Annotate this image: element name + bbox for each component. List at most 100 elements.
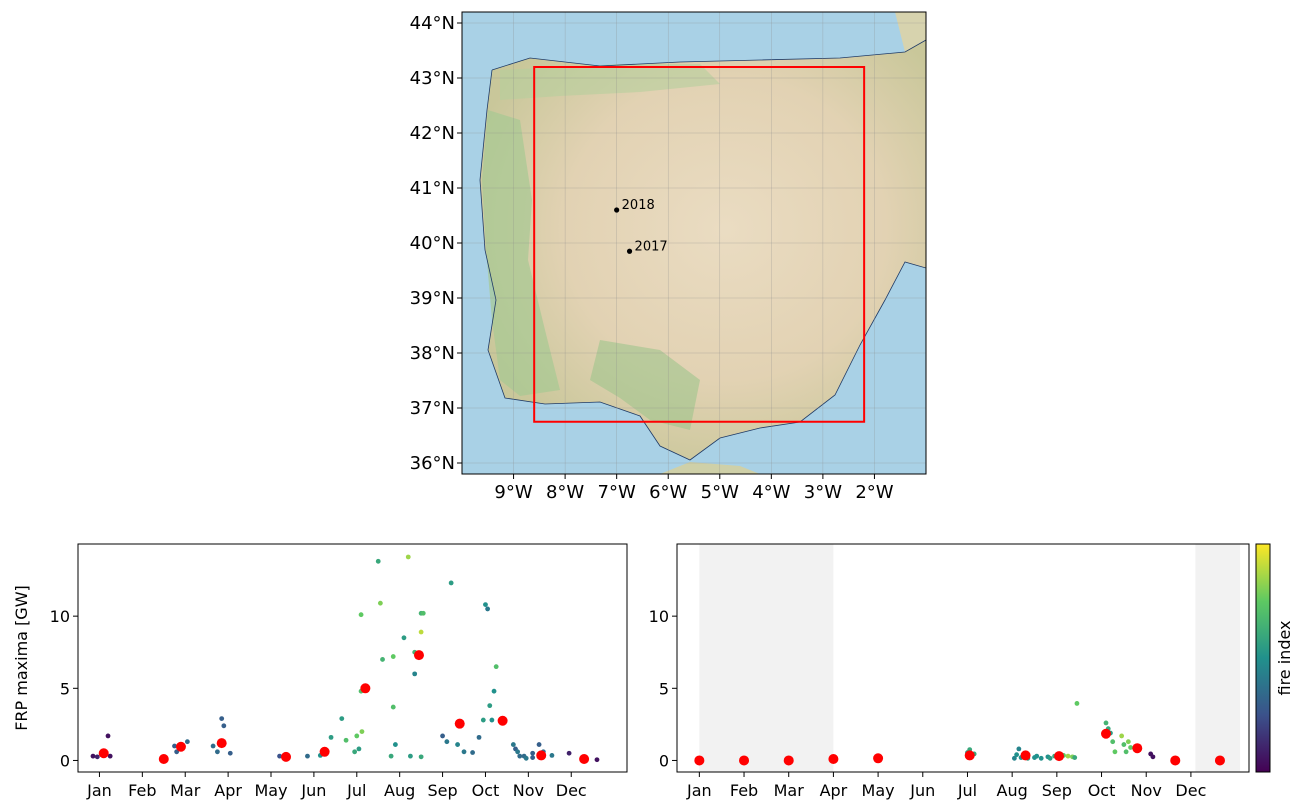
p1-small-point — [90, 753, 96, 759]
p1-monthly-point — [158, 754, 169, 765]
p2-x-tick-label: Oct — [1088, 781, 1116, 800]
p1-small-point — [530, 750, 536, 756]
map-x-ticks: 9°W 8°W 7°W 6°W 5°W 4°W 3°W 2°W — [494, 474, 894, 503]
p2-monthly-point — [783, 755, 794, 766]
p1-small-point — [412, 671, 418, 677]
p1-small-point — [390, 654, 396, 659]
map-y-tick-label: 43°N — [410, 68, 455, 89]
map-x-tick-label: 9°W — [494, 482, 532, 503]
map-y-ticks: 36°N 37°N 38°N 39°N 40°N 41°N 42°N 43°N 44°N — [410, 13, 462, 474]
left-plot-frame — [77, 543, 628, 773]
p2-y-tick-label: 5 — [659, 679, 669, 698]
p1-small-point — [523, 755, 529, 761]
p1-small-point — [221, 723, 227, 729]
p1-small-point — [493, 664, 499, 670]
p1-small-point — [517, 753, 523, 759]
map-point-2017 — [626, 248, 633, 254]
p1-y-tick-label: 5 — [60, 679, 70, 698]
map-x-tick-label: 3°W — [804, 482, 842, 503]
green-coast-west — [482, 110, 560, 396]
map-y-tick-label: 39°N — [410, 288, 455, 309]
p1-small-point — [420, 610, 426, 616]
p2-small-point — [1011, 755, 1017, 761]
p1-monthly-point — [454, 718, 465, 729]
map-y-tick-label: 36°N — [410, 453, 455, 474]
p2-shaded-span — [699, 544, 834, 772]
p2-x-tick-label: Mar — [774, 781, 805, 800]
p1-monthly-point — [98, 748, 109, 759]
p1-small-point — [566, 750, 572, 756]
p1-x-tick-label: Mar — [170, 781, 201, 800]
map-panel: 2018 2017 9°W 8°W 7°W 6°W 5°W 4°W 3°W 2°W 36°N 37… — [410, 11, 927, 503]
p2-monthly-point — [964, 750, 975, 761]
p2-monthly-point — [1054, 751, 1065, 762]
p1-small-point — [358, 612, 364, 618]
p2-monthly-point — [1101, 728, 1111, 739]
p1-small-point — [461, 749, 467, 755]
map-point-2018 — [614, 207, 620, 213]
map-y-tick-label: 40°N — [410, 233, 455, 254]
p2-x-tick-label: May — [862, 781, 895, 800]
map-y-tick-label: 44°N — [410, 13, 455, 34]
p2-shaded-span — [1195, 544, 1241, 772]
left-x-ticks: Jan Feb Mar Apr May Jun Jul Aug Sep Oct Nov Dec — [86, 772, 587, 800]
p1-y-tick-label: 10 — [50, 607, 70, 626]
p1-small-point — [354, 733, 360, 739]
p1-small-point — [440, 733, 445, 739]
map-y-tick-label: 38°N — [410, 343, 455, 364]
p2-x-tick-label: Sep — [1042, 781, 1072, 800]
p1-x-tick-label: Jan — [86, 781, 112, 800]
p2-x-tick-label: Apr — [820, 781, 848, 800]
p1-small-point — [390, 704, 396, 710]
p1-small-point — [470, 750, 475, 755]
right-y-ticks: 0 5 10 — [649, 607, 677, 770]
p2-monthly-point — [828, 754, 839, 765]
p1-small-point — [227, 750, 233, 756]
p2-small-point — [1123, 749, 1129, 755]
p2-x-tick-label: Feb — [730, 781, 758, 800]
p1-small-point — [515, 749, 521, 755]
p2-monthly-point — [1170, 755, 1181, 766]
p1-small-point — [487, 703, 493, 709]
p2-x-tick-label: Jun — [909, 781, 935, 800]
p1-monthly-point — [175, 741, 186, 752]
p1-monthly-point — [413, 650, 424, 661]
p1-small-point — [489, 717, 495, 723]
p1-monthly-point — [579, 754, 590, 765]
p1-x-tick-label: Nov — [513, 781, 544, 800]
right-plot-frame — [676, 543, 1250, 773]
p1-small-point — [388, 753, 394, 759]
p1-small-point — [172, 743, 177, 749]
p1-x-tick-label: Jul — [346, 781, 366, 800]
map-x-tick-label: 5°W — [701, 482, 739, 503]
p1-x-tick-label: Oct — [472, 781, 500, 800]
left-small-points — [90, 554, 600, 763]
p2-small-point — [1014, 752, 1020, 758]
p2-small-point — [1072, 755, 1078, 760]
p1-small-point — [339, 716, 345, 722]
p1-small-point — [418, 629, 424, 635]
p1-small-point — [343, 737, 349, 743]
p1-small-point — [408, 753, 413, 759]
region-box — [533, 66, 866, 423]
p1-monthly-point — [536, 750, 547, 761]
map-background: 2018 2017 — [462, 12, 926, 474]
map-x-tick-label: 8°W — [546, 482, 584, 503]
p1-small-point — [483, 602, 488, 608]
p2-x-tick-label: Jan — [686, 781, 712, 800]
p1-y-tick-label: 0 — [60, 751, 70, 770]
p2-small-point — [1128, 745, 1133, 750]
p1-small-point — [476, 734, 482, 740]
p1-small-point — [105, 733, 111, 739]
p1-small-point — [359, 729, 365, 734]
colorbar — [1255, 543, 1271, 773]
p1-x-tick-label: Jun — [300, 781, 326, 800]
left-y-ticks: 0 5 10 — [50, 607, 78, 770]
p1-small-point — [356, 746, 362, 752]
right-scatter-panel: Jan Feb Mar Apr May Jun Jul Aug Sep Oct Nov Dec 0 5 1… — [649, 543, 1293, 800]
green-coast-north — [500, 64, 720, 100]
map-y-tick-label: 41°N — [410, 178, 455, 199]
p2-small-point — [1074, 701, 1080, 706]
p1-small-point — [485, 606, 491, 612]
